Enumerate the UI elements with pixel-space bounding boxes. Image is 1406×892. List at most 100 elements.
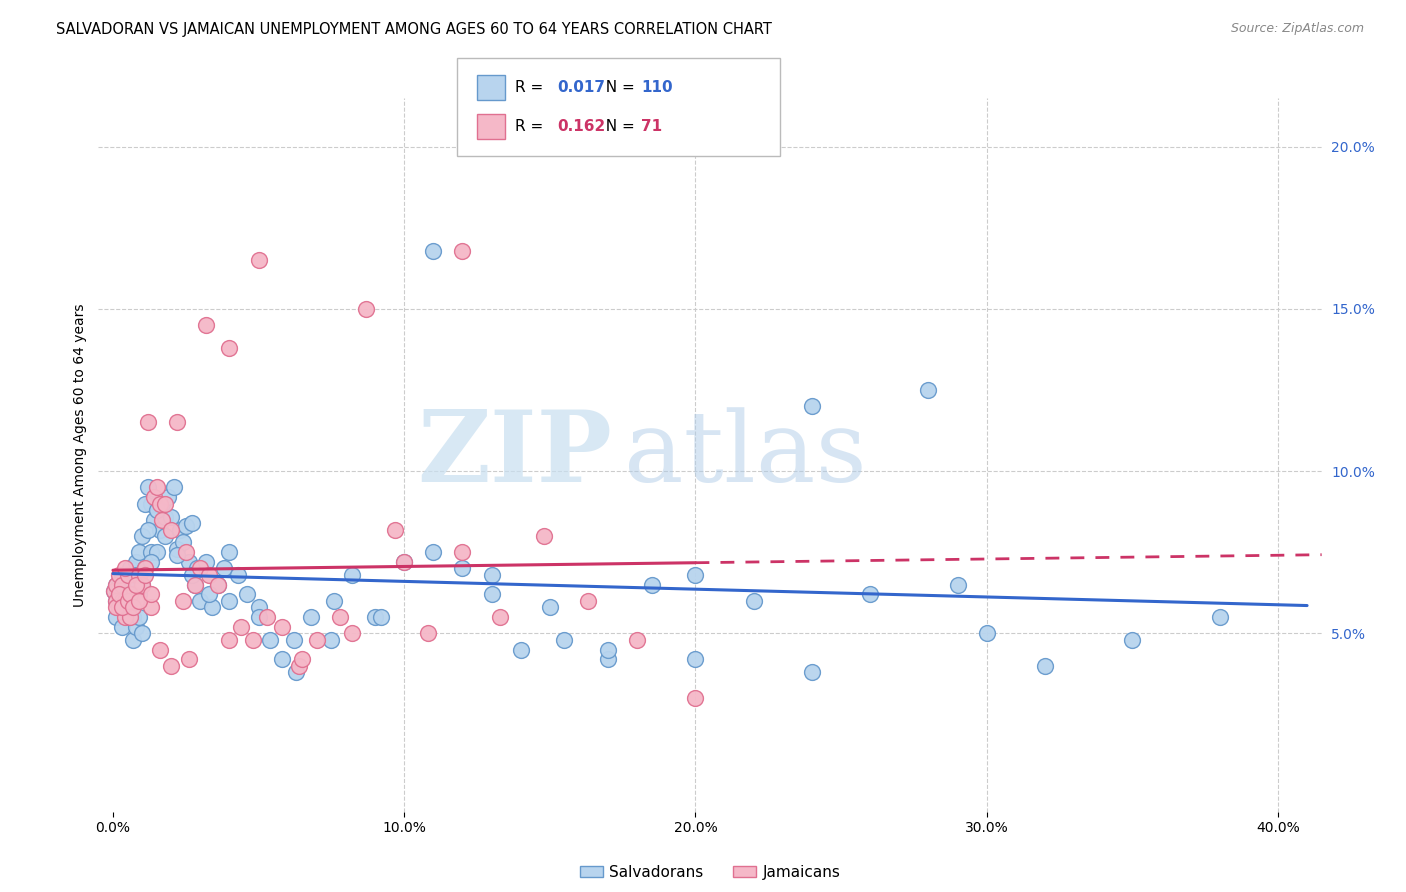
Point	[136, 416, 159, 430]
Point	[180, 516, 202, 530]
Point	[145, 503, 167, 517]
Point	[160, 658, 183, 673]
Point	[120, 561, 142, 575]
Point	[340, 626, 363, 640]
Point	[139, 600, 162, 615]
Point	[742, 594, 765, 608]
Text: SALVADORAN VS JAMAICAN UNEMPLOYMENT AMONG AGES 60 TO 64 YEARS CORRELATION CHART: SALVADORAN VS JAMAICAN UNEMPLOYMENT AMON…	[56, 22, 772, 37]
Point	[125, 577, 148, 591]
Point	[108, 600, 131, 615]
Point	[1208, 610, 1232, 624]
Point	[111, 587, 134, 601]
Point	[299, 610, 322, 624]
Point	[105, 584, 128, 599]
Point	[131, 626, 153, 640]
Point	[122, 587, 145, 601]
Point	[685, 652, 707, 666]
Point	[481, 568, 503, 582]
Point	[626, 632, 648, 647]
Point	[108, 587, 131, 601]
Point	[104, 577, 127, 591]
Point	[134, 497, 156, 511]
Point	[340, 568, 363, 582]
Point	[231, 620, 253, 634]
Point	[174, 519, 197, 533]
Point	[242, 632, 264, 647]
Point	[180, 568, 202, 582]
Point	[111, 594, 134, 608]
Point	[111, 568, 134, 582]
Point	[149, 523, 172, 537]
Point	[247, 253, 270, 268]
Text: 71: 71	[641, 120, 662, 134]
Point	[117, 600, 139, 615]
Point	[236, 587, 259, 601]
Point	[136, 480, 159, 494]
Point	[384, 523, 406, 537]
Point	[114, 600, 136, 615]
Point	[149, 642, 172, 657]
Point	[128, 594, 150, 608]
Point	[533, 529, 555, 543]
Point	[104, 594, 127, 608]
Point	[321, 632, 343, 647]
Point	[323, 594, 346, 608]
Point	[641, 577, 664, 591]
Point	[247, 600, 270, 615]
Point	[329, 610, 352, 624]
Point	[183, 577, 205, 591]
Text: 0.162: 0.162	[557, 120, 605, 134]
Point	[283, 632, 305, 647]
Point	[104, 594, 127, 608]
Point	[195, 318, 218, 333]
Point	[103, 584, 125, 599]
Point	[166, 549, 188, 563]
Point	[285, 665, 308, 680]
Point	[201, 600, 224, 615]
Point	[198, 587, 221, 601]
Point	[451, 561, 474, 575]
Point	[155, 529, 177, 543]
Point	[188, 561, 212, 575]
Point	[364, 610, 387, 624]
Point	[538, 600, 561, 615]
Text: R =: R =	[515, 80, 548, 95]
Text: N =: N =	[596, 120, 640, 134]
Text: atlas: atlas	[624, 407, 868, 503]
Point	[685, 691, 707, 706]
Y-axis label: Unemployment Among Ages 60 to 64 years: Unemployment Among Ages 60 to 64 years	[73, 303, 87, 607]
Point	[122, 600, 145, 615]
Point	[128, 587, 150, 601]
Point	[288, 658, 311, 673]
Point	[801, 399, 824, 413]
Point	[114, 594, 136, 608]
Point	[108, 600, 131, 615]
Point	[177, 652, 200, 666]
Point	[145, 545, 167, 559]
Point	[139, 545, 162, 559]
Point	[128, 610, 150, 624]
Point	[104, 577, 127, 591]
Point	[370, 610, 392, 624]
Point	[125, 555, 148, 569]
Point	[111, 594, 134, 608]
Point	[120, 594, 142, 608]
Point	[142, 490, 165, 504]
Point	[305, 632, 328, 647]
Point	[259, 632, 281, 647]
Point	[134, 568, 156, 582]
Point	[270, 652, 294, 666]
Point	[172, 535, 194, 549]
Point	[218, 632, 240, 647]
Point	[247, 610, 270, 624]
Point	[174, 545, 197, 559]
Point	[139, 587, 162, 601]
Point	[131, 529, 153, 543]
Point	[117, 594, 139, 608]
Text: R =: R =	[515, 120, 548, 134]
Point	[157, 490, 180, 504]
Point	[183, 577, 205, 591]
Point	[134, 561, 156, 575]
Point	[976, 626, 998, 640]
Point	[111, 620, 134, 634]
